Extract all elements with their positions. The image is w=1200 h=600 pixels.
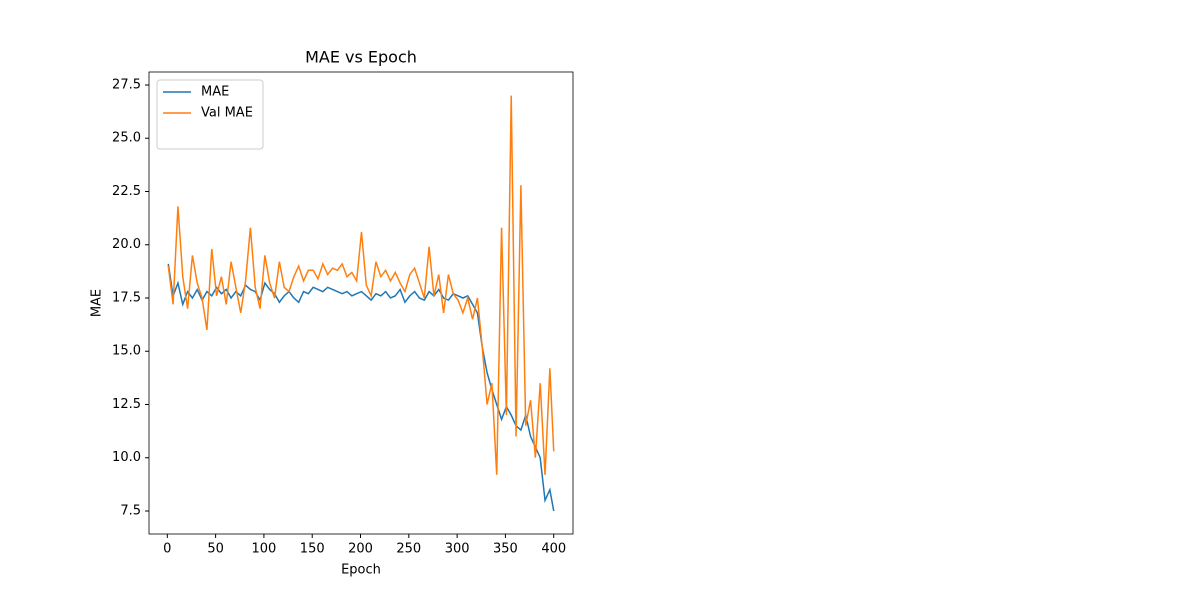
legend-label: MAE	[201, 85, 229, 100]
data-line	[167, 263, 555, 512]
y-axis-label: MAE	[90, 289, 105, 317]
y-tick-label: 12.5	[112, 397, 141, 412]
legend-box	[156, 79, 264, 150]
y-tick-label: 7.5	[120, 503, 141, 518]
x-tick-label: 250	[396, 542, 421, 557]
legend-label: Val MAE	[201, 106, 253, 121]
x-tick-label: 100	[251, 542, 276, 557]
y-tick-label: 17.5	[112, 290, 141, 305]
x-tick-label: 400	[541, 542, 566, 557]
x-tick-label: 200	[348, 542, 373, 557]
y-tick-label: 25.0	[112, 131, 141, 146]
x-tick-label: 350	[493, 542, 518, 557]
x-tick-label: 300	[445, 542, 470, 557]
y-tick-label: 20.0	[112, 237, 141, 252]
y-tick-label: 15.0	[112, 344, 141, 359]
x-tick-label: 150	[300, 542, 325, 557]
y-tick-label: 27.5	[112, 77, 141, 92]
chart-title: MAE vs Epoch	[305, 48, 417, 67]
data-line	[167, 95, 555, 475]
plot-frame	[148, 71, 574, 535]
x-axis-label: Epoch	[341, 563, 381, 578]
y-tick-label: 22.5	[112, 184, 141, 199]
x-tick-label: 0	[163, 542, 171, 557]
x-tick-label: 50	[207, 542, 224, 557]
y-tick-label: 10.0	[112, 450, 141, 465]
